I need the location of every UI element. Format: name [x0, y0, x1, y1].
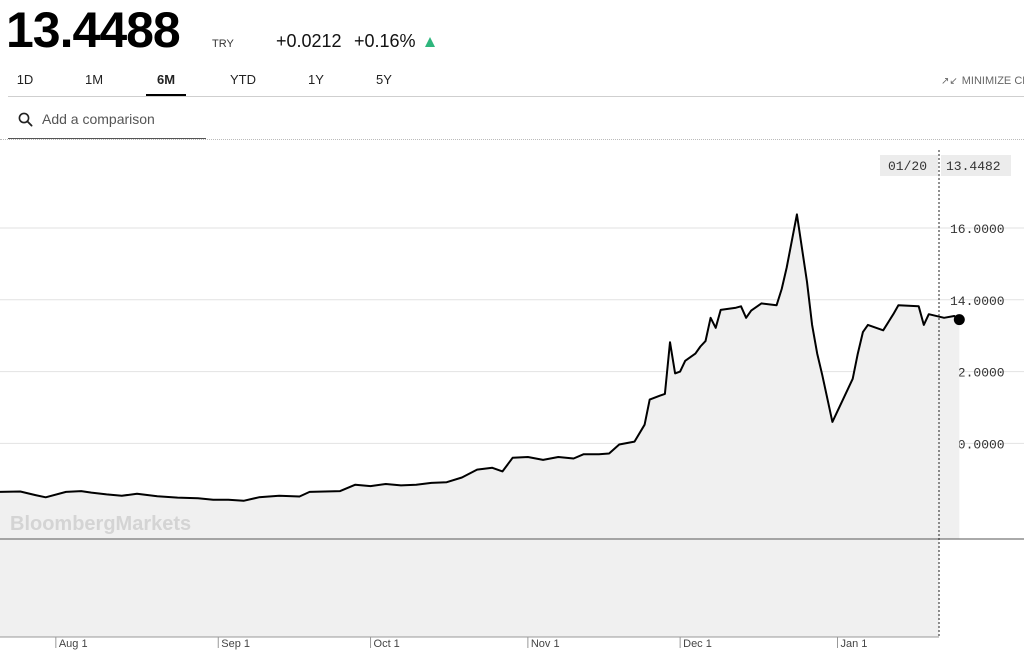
x-tick-label: Sep 1 [221, 638, 250, 650]
search-input[interactable] [40, 110, 208, 128]
x-tick-label: Dec 1 [683, 638, 712, 650]
x-tick-label: Oct 1 [374, 638, 400, 650]
crosshair-date-box [880, 155, 938, 176]
tab-ytd[interactable]: YTD [230, 72, 256, 87]
x-tick-label: Jan 1 [840, 638, 867, 650]
minimize-label: MINIMIZE CH [961, 75, 1024, 87]
price-change-percent: +0.16% [354, 31, 416, 51]
crosshair-value-box [941, 155, 1011, 176]
x-tick-label: Nov 1 [531, 638, 560, 650]
currency-code: TRY [212, 38, 234, 50]
tab-5y[interactable]: 5Y [376, 72, 392, 87]
y-tick-label: 10.0000 [950, 437, 1005, 452]
price-line [0, 213, 960, 502]
x-tick-label: Aug 1 [59, 638, 88, 650]
y-tick-label: 12.0000 [950, 366, 1005, 381]
lower-panel [0, 539, 939, 637]
price-change: +0.0212 [276, 31, 342, 51]
current-price-marker [953, 314, 965, 326]
crosshair-value-label: 13.4482 [946, 159, 1001, 174]
search-icon [18, 112, 33, 127]
price-value: 13.4488 [6, 2, 181, 58]
tab-1m[interactable]: 1M [84, 72, 104, 87]
price-area-fill [0, 214, 960, 539]
tab-6m[interactable]: 6M [156, 72, 176, 87]
tab-1d[interactable]: 1D [16, 72, 34, 87]
triangle-up-icon [425, 37, 435, 47]
minimize-chart-button[interactable]: ↗↙ MINIMIZE CH [941, 75, 1024, 87]
tab-1y[interactable]: 1Y [308, 72, 324, 87]
active-tab-indicator [146, 94, 186, 96]
tabs-divider [8, 96, 1024, 97]
bloomberg-watermark: BloombergMarkets [10, 513, 191, 535]
y-tick-label: 14.0000 [950, 294, 1005, 309]
y-tick-label: 16.0000 [950, 222, 1005, 237]
comparison-search[interactable] [8, 106, 208, 139]
crosshair-date-label: 01/20 [888, 159, 927, 174]
minimize-arrows-icon: ↗↙ [941, 76, 958, 87]
chart-top-divider [0, 139, 1024, 140]
